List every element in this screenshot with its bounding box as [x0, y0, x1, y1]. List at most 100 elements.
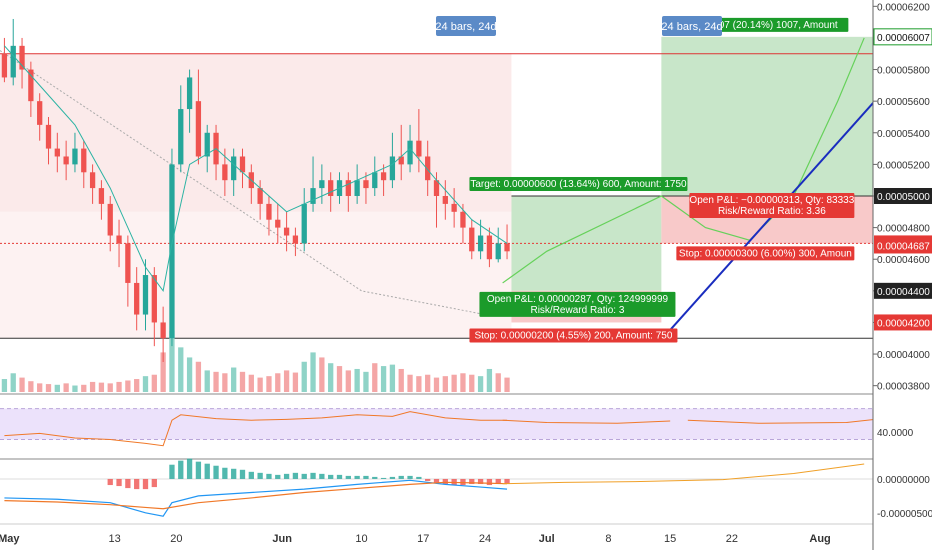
date-tick-label: 15	[664, 533, 676, 545]
volume-bar	[486, 368, 493, 392]
volume-bar	[301, 361, 307, 392]
rsi-projection-1	[502, 419, 671, 424]
price-tag-label: 0.00005000	[877, 192, 930, 203]
candle-body	[10, 45, 16, 78]
macd-histogram-bar	[380, 477, 387, 479]
candle-body	[469, 227, 475, 252]
long2-pnl-label-text: Risk/Reward Ratio: 3.36	[718, 206, 826, 217]
macd-histogram-bar	[336, 474, 343, 479]
macd-histogram-bar	[416, 476, 422, 479]
macd-histogram-bar	[433, 478, 440, 484]
macd-histogram-bar	[292, 472, 299, 479]
candle-body	[72, 148, 78, 165]
volume-bar	[248, 374, 254, 392]
candle-body	[239, 156, 246, 173]
date-tick-label: Jul	[539, 533, 555, 545]
date-tick-label: 24	[479, 533, 491, 545]
candle-body	[504, 243, 510, 252]
volume-bar	[310, 352, 316, 392]
volume-bar	[504, 377, 510, 392]
volume-bar	[469, 374, 475, 392]
volume-bar	[460, 373, 466, 392]
candle-body	[398, 156, 404, 165]
candle-body	[63, 156, 69, 165]
date-tick-label: 20	[170, 533, 182, 545]
volume-bar	[398, 368, 404, 392]
macd-signal-line	[4, 481, 508, 510]
candle-body	[204, 132, 210, 157]
candle-body	[28, 69, 34, 102]
macd-histogram-bar	[116, 478, 122, 487]
macd-histogram-bar	[204, 463, 210, 479]
short-stop-zone	[0, 53, 512, 212]
candle-body	[151, 275, 157, 323]
candle-body	[169, 164, 175, 339]
volume-bar	[160, 352, 166, 392]
long1-stop-label-box	[469, 328, 678, 343]
long1-pnl-label-text: Open P&L: 0.00000287, Qty: 124999999	[487, 294, 669, 305]
candle-body	[486, 235, 493, 260]
macd-histogram-bar	[107, 478, 113, 486]
long2-pnl-label-text: Open P&L: −0.00000313, Qty: 83333	[689, 195, 854, 206]
candle-body	[186, 77, 193, 110]
volume-bar	[345, 370, 351, 392]
volume-bar	[319, 357, 325, 392]
candle-body	[407, 140, 413, 165]
macd-histogram-bar	[195, 461, 202, 479]
volume-bar	[63, 383, 69, 392]
volume-bar	[231, 367, 237, 392]
volume-bar	[89, 381, 96, 392]
price-tag-label: 0.00004400	[877, 287, 930, 298]
macd-projection	[502, 463, 865, 485]
price-tick-label: 0.00005200	[877, 160, 930, 171]
price-tick-label: 0.00004600	[877, 255, 930, 266]
volume-bar	[425, 374, 431, 392]
macd-histogram-bar	[275, 474, 281, 479]
macd-histogram-bar	[283, 473, 290, 479]
bars-range-label-box	[436, 16, 496, 36]
macd-histogram-bar	[389, 476, 396, 479]
macd-tick-label: -0.00000500	[877, 509, 932, 520]
volume-bar	[363, 371, 369, 392]
candle-body	[275, 219, 281, 228]
rsi-band	[0, 408, 873, 440]
macd-histogram-bar	[213, 465, 219, 479]
date-tick-label: 13	[109, 533, 121, 545]
macd-histogram-bar	[222, 467, 228, 479]
volume-bar	[239, 371, 246, 392]
price-tag-box	[873, 28, 932, 46]
macd-histogram-bar	[363, 475, 369, 479]
candle-body	[372, 172, 378, 189]
candle-body	[45, 124, 52, 149]
candle-body	[257, 188, 263, 204]
volume-bar	[222, 373, 228, 392]
macd-histogram-bar	[248, 471, 254, 479]
candle-body	[125, 243, 131, 283]
volume-bar	[407, 374, 413, 392]
macd-histogram-bar	[504, 478, 510, 485]
macd-histogram-bar	[266, 473, 272, 479]
candle-body	[301, 203, 307, 244]
long2-pnl-label-box	[689, 193, 855, 218]
macd-histogram-bar	[407, 475, 413, 479]
volume-bar	[72, 385, 78, 392]
long1-pnl-label-text: Risk/Reward Ratio: 3	[530, 305, 624, 316]
candle-body	[425, 156, 431, 181]
candle-body	[319, 180, 325, 189]
price-tick-label: 0.00005400	[877, 129, 930, 140]
macd-histogram-bar	[257, 472, 263, 479]
candle-body	[345, 180, 351, 196]
macd-histogram-bar	[469, 478, 475, 485]
volume-bar	[178, 347, 184, 392]
macd-histogram-bar	[442, 478, 448, 485]
price-tag-box	[874, 188, 932, 204]
macd-histogram-bar	[495, 478, 501, 485]
volume-bar	[451, 374, 457, 392]
price-tag-box	[874, 237, 932, 254]
price-tag-label: 0.00004200	[877, 318, 930, 329]
volume-bar	[275, 373, 281, 392]
volume-bar	[10, 373, 16, 392]
candle-body	[266, 203, 272, 220]
